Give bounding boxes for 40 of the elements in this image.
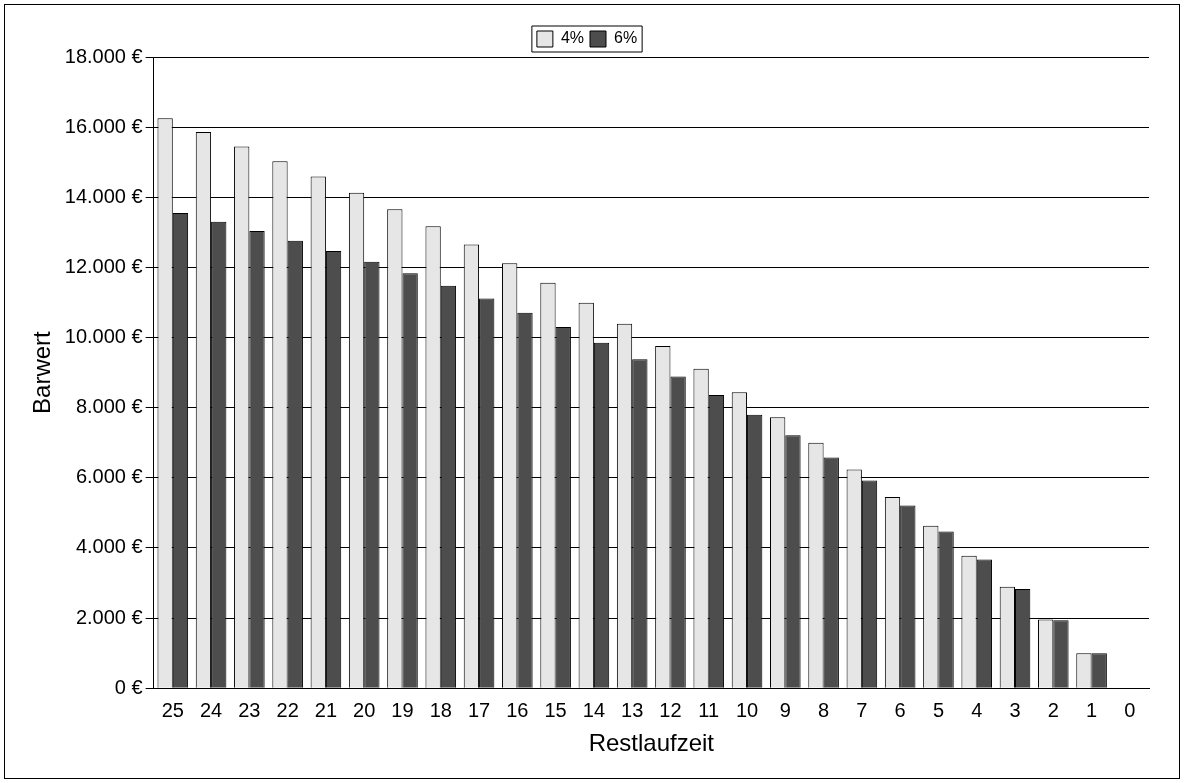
x-tick-label: 4	[971, 698, 983, 721]
x-tick-label: 15	[544, 698, 567, 721]
y-tick-label: 4.000 €	[75, 535, 143, 558]
x-tick-label: 17	[467, 698, 491, 721]
x-tick-label: 20	[353, 698, 376, 721]
y-tick-label: 12.000 €	[64, 254, 143, 277]
x-tick-label: 12	[659, 698, 682, 721]
x-tick-label: 5	[932, 698, 945, 721]
x-tick-label: 14	[582, 698, 606, 721]
x-tick-label: 16	[506, 698, 529, 721]
y-tick-label: 18.000 €	[64, 44, 143, 67]
y-tick-label: 14.000 €	[64, 184, 143, 207]
x-tick-label: 23	[238, 698, 261, 721]
x-tick-label: 2	[1047, 698, 1059, 721]
x-tick-label: 21	[314, 698, 338, 721]
x-axis-title: Restlaufzeit	[588, 729, 715, 757]
x-tick-label: 1	[1086, 698, 1098, 721]
x-tick-label: 24	[199, 698, 223, 721]
x-tick-label: 13	[621, 698, 644, 721]
x-tick-label: 25	[161, 698, 184, 721]
x-tick-label: 8	[818, 698, 830, 721]
x-tick-label: 10	[735, 698, 759, 721]
y-tick-label: 16.000 €	[64, 114, 143, 137]
x-tick-label: 11	[698, 698, 720, 721]
y-axis-title: Barwert	[28, 330, 56, 414]
x-tick-label: 0	[1124, 698, 1136, 721]
y-tick-label: 10.000 €	[64, 325, 143, 348]
x-tick-label: 6	[894, 698, 906, 721]
y-tick-label: 2.000 €	[75, 605, 143, 628]
y-tick-label: 6.000 €	[75, 465, 143, 488]
x-tick-label: 9	[779, 698, 791, 721]
x-tick-label: 19	[391, 698, 414, 721]
x-tick-label: 3	[1009, 698, 1021, 721]
x-tick-label: 7	[856, 698, 868, 721]
legend-label: 6%	[614, 29, 638, 47]
x-tick-label: 22	[276, 698, 299, 721]
y-tick-label: 0 €	[114, 675, 143, 698]
y-tick-label: 8.000 €	[75, 395, 143, 418]
x-tick-label: 18	[429, 698, 452, 721]
legend-label: 4%	[560, 29, 584, 47]
